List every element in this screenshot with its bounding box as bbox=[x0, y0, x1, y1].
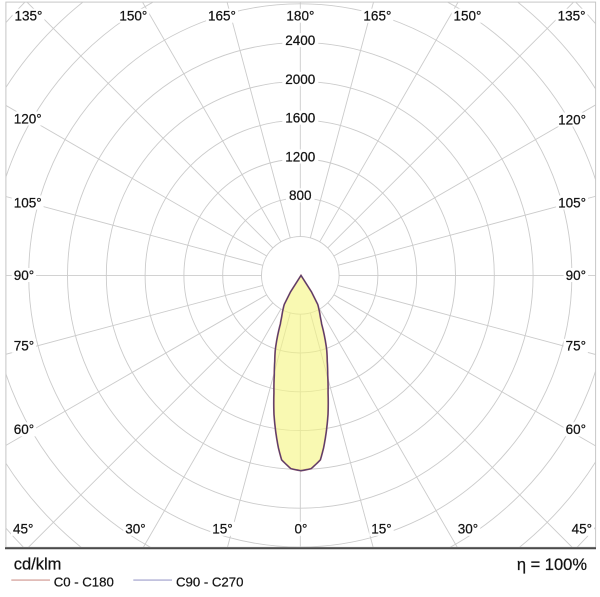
svg-text:180°: 180° bbox=[286, 9, 314, 24]
svg-text:120°: 120° bbox=[558, 112, 586, 127]
svg-text:2000: 2000 bbox=[285, 72, 315, 87]
svg-text:165°: 165° bbox=[363, 9, 391, 24]
svg-text:60°: 60° bbox=[14, 422, 34, 437]
svg-text:105°: 105° bbox=[14, 195, 42, 210]
svg-text:150°: 150° bbox=[454, 9, 482, 24]
svg-text:η = 100%: η = 100% bbox=[517, 556, 588, 574]
svg-text:75°: 75° bbox=[14, 339, 34, 354]
svg-text:165°: 165° bbox=[208, 9, 236, 24]
svg-text:135°: 135° bbox=[15, 9, 43, 24]
svg-text:45°: 45° bbox=[572, 522, 592, 537]
svg-text:30°: 30° bbox=[125, 522, 145, 537]
svg-text:1200: 1200 bbox=[285, 149, 315, 164]
svg-text:90°: 90° bbox=[566, 268, 586, 283]
svg-text:120°: 120° bbox=[14, 111, 42, 126]
svg-text:0°: 0° bbox=[295, 522, 308, 537]
svg-text:C0 - C180: C0 - C180 bbox=[54, 574, 114, 589]
svg-text:90°: 90° bbox=[14, 268, 34, 283]
svg-text:2400: 2400 bbox=[285, 33, 315, 48]
svg-text:800: 800 bbox=[289, 188, 312, 203]
svg-text:135°: 135° bbox=[558, 9, 586, 24]
svg-text:15°: 15° bbox=[371, 522, 391, 537]
svg-text:105°: 105° bbox=[558, 195, 586, 210]
svg-text:60°: 60° bbox=[566, 422, 586, 437]
svg-text:cd/klm: cd/klm bbox=[14, 556, 62, 574]
svg-text:1600: 1600 bbox=[285, 111, 315, 126]
svg-text:75°: 75° bbox=[566, 339, 586, 354]
svg-text:15°: 15° bbox=[212, 522, 232, 537]
svg-text:45°: 45° bbox=[13, 522, 33, 537]
svg-text:C90 - C270: C90 - C270 bbox=[176, 574, 243, 589]
svg-text:30°: 30° bbox=[458, 522, 478, 537]
svg-text:150°: 150° bbox=[119, 9, 147, 24]
